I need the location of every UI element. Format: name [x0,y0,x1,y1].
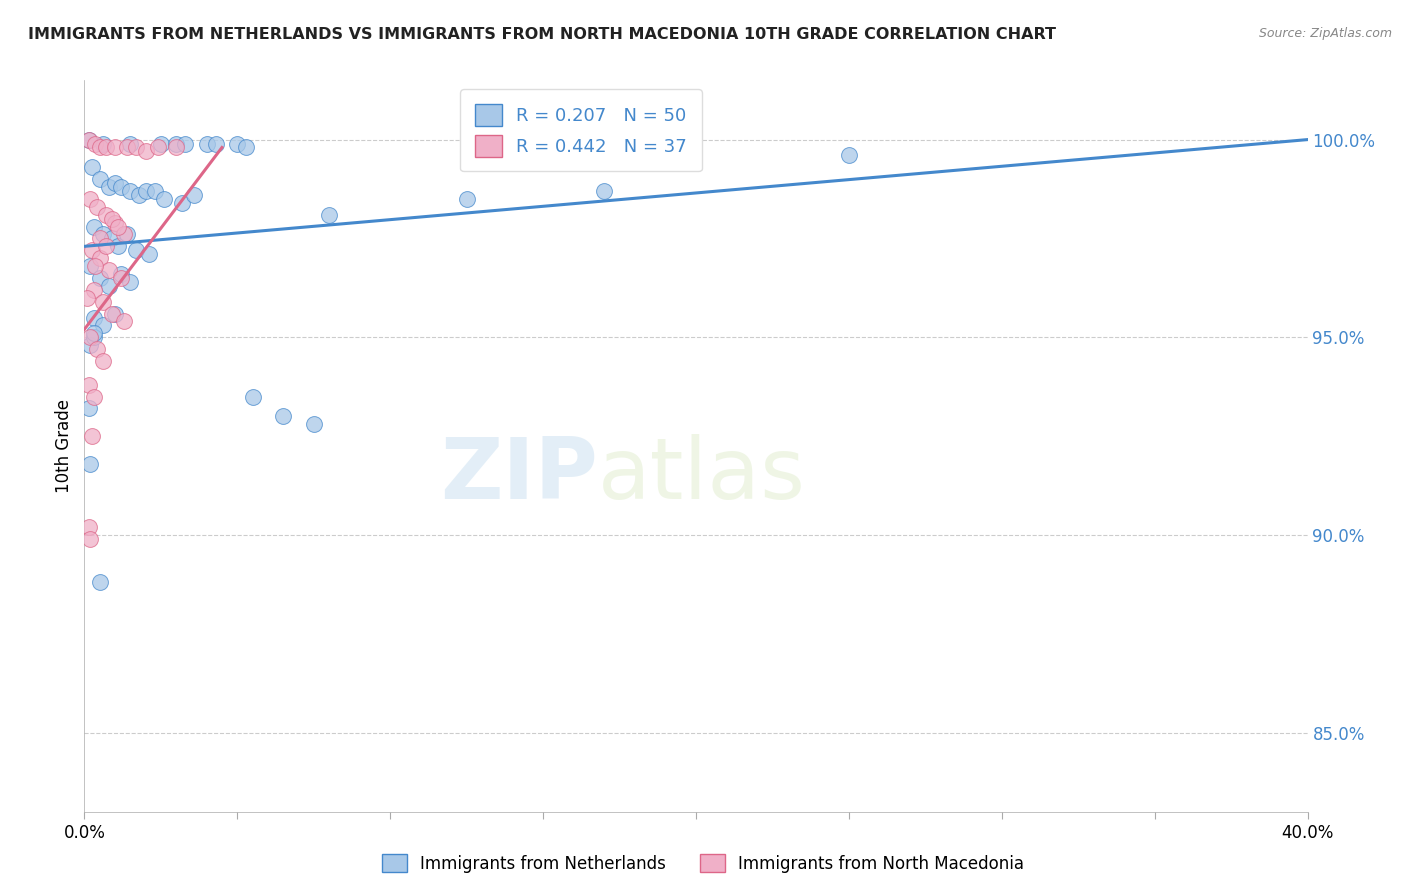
Point [120,136,142,151]
Text: atlas: atlas [598,434,806,516]
Point [97,263,120,277]
Point [89,575,111,590]
Text: IMMIGRANTS FROM NETHERLANDS VS IMMIGRANTS FROM NORTH MACEDONIA 10TH GRADE CORREL: IMMIGRANTS FROM NETHERLANDS VS IMMIGRANT… [28,27,1056,42]
Point [91,227,114,242]
Point [104,307,127,321]
Point [97,278,120,293]
Point [76,291,98,305]
Point [107,239,129,253]
Point [83,390,105,404]
Point [112,314,135,328]
Point [195,136,218,151]
Point [104,176,127,190]
Point [77,520,100,534]
Point [77,377,100,392]
Point [91,354,114,368]
Point [183,188,205,202]
Point [79,338,101,352]
Point [101,211,124,226]
Point [205,136,228,151]
Point [79,192,101,206]
Point [79,457,101,471]
Text: Source: ZipAtlas.com: Source: ZipAtlas.com [1258,27,1392,40]
Point [149,136,172,151]
Point [125,244,148,258]
Point [456,192,478,206]
Point [115,227,138,242]
Point [146,140,169,154]
Point [83,283,105,297]
Point [89,140,111,154]
Point [235,140,257,154]
Point [83,330,105,344]
Point [110,180,132,194]
Point [86,342,108,356]
Point [91,318,114,333]
Point [172,195,194,210]
Point [153,192,176,206]
Point [94,208,117,222]
Y-axis label: 10th Grade: 10th Grade [55,399,73,493]
Point [77,132,100,146]
Point [104,140,127,154]
Point [115,140,138,154]
Point [89,172,111,186]
Point [91,136,114,151]
Point [77,401,100,416]
Point [79,532,101,546]
Point [86,200,108,214]
Point [83,219,105,234]
Point [80,429,103,443]
Point [135,184,157,198]
Point [89,231,111,245]
Point [138,247,160,261]
Point [242,390,264,404]
Point [101,231,124,245]
Point [94,140,117,154]
Point [226,136,249,151]
Point [80,244,103,258]
Point [104,216,127,230]
Text: ZIP: ZIP [440,434,598,516]
Point [77,132,100,146]
Point [302,417,325,432]
Point [838,148,860,162]
Point [79,259,101,273]
Point [84,259,107,273]
Point [83,326,105,341]
Point [79,330,101,344]
Legend: Immigrants from Netherlands, Immigrants from North Macedonia: Immigrants from Netherlands, Immigrants … [375,847,1031,880]
Point [165,136,187,151]
Legend: R = 0.207   N = 50, R = 0.442   N = 37: R = 0.207 N = 50, R = 0.442 N = 37 [460,89,702,171]
Point [110,271,132,285]
Point [94,239,117,253]
Point [91,294,114,309]
Point [165,140,187,154]
Point [120,184,142,198]
Point [112,227,135,242]
Point [97,180,120,194]
Point [110,267,132,281]
Point [135,145,157,159]
Point [593,184,616,198]
Point [271,409,294,424]
Point [80,161,103,175]
Point [89,251,111,265]
Point [143,184,166,198]
Point [120,275,142,289]
Point [128,188,150,202]
Point [89,271,111,285]
Point [83,310,105,325]
Point [101,307,124,321]
Point [318,208,340,222]
Point [84,136,107,151]
Point [125,140,148,154]
Point [107,219,129,234]
Point [174,136,197,151]
